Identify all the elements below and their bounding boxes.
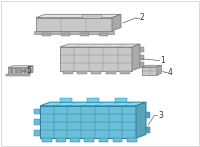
Bar (99, 138, 108, 142)
Bar (140, 47, 144, 52)
Polygon shape (36, 14, 121, 18)
Polygon shape (28, 66, 33, 74)
Bar (146, 127, 150, 133)
Bar (77, 71, 87, 74)
Bar (60, 98, 72, 102)
Bar (84, 138, 94, 142)
Bar (70, 138, 80, 142)
Bar (24, 69, 26, 73)
Bar (34, 119, 40, 125)
Bar (127, 138, 137, 142)
Bar (63, 71, 73, 74)
Bar (34, 108, 40, 114)
Polygon shape (8, 66, 33, 68)
Bar (115, 98, 127, 102)
Bar (42, 33, 51, 36)
Text: 4: 4 (168, 67, 173, 77)
Polygon shape (60, 47, 132, 71)
Bar (87, 98, 99, 102)
Text: 2: 2 (140, 13, 145, 22)
Bar (120, 71, 130, 74)
Bar (15, 69, 18, 73)
Polygon shape (142, 67, 157, 75)
Bar (34, 130, 40, 136)
Bar (42, 138, 52, 142)
Bar (91, 71, 101, 74)
Polygon shape (142, 65, 161, 67)
Bar (146, 112, 150, 118)
Bar (140, 62, 144, 68)
Bar (61, 33, 70, 36)
Polygon shape (136, 102, 146, 138)
Polygon shape (40, 102, 146, 106)
Bar (82, 14, 101, 18)
Bar (34, 31, 114, 34)
Polygon shape (132, 44, 140, 71)
Bar (140, 55, 144, 60)
Bar (99, 33, 108, 36)
Text: 5: 5 (26, 66, 31, 75)
Polygon shape (157, 65, 161, 75)
Text: 3: 3 (158, 111, 163, 120)
Text: 1: 1 (160, 56, 165, 65)
Polygon shape (36, 18, 112, 31)
Polygon shape (40, 106, 136, 138)
Bar (19, 69, 22, 73)
Bar (6, 74, 30, 76)
Bar (10, 69, 13, 73)
Bar (106, 71, 116, 74)
Polygon shape (8, 68, 28, 74)
Bar (80, 33, 89, 36)
Polygon shape (60, 44, 140, 47)
Polygon shape (112, 14, 121, 31)
Bar (113, 138, 122, 142)
Bar (56, 138, 66, 142)
